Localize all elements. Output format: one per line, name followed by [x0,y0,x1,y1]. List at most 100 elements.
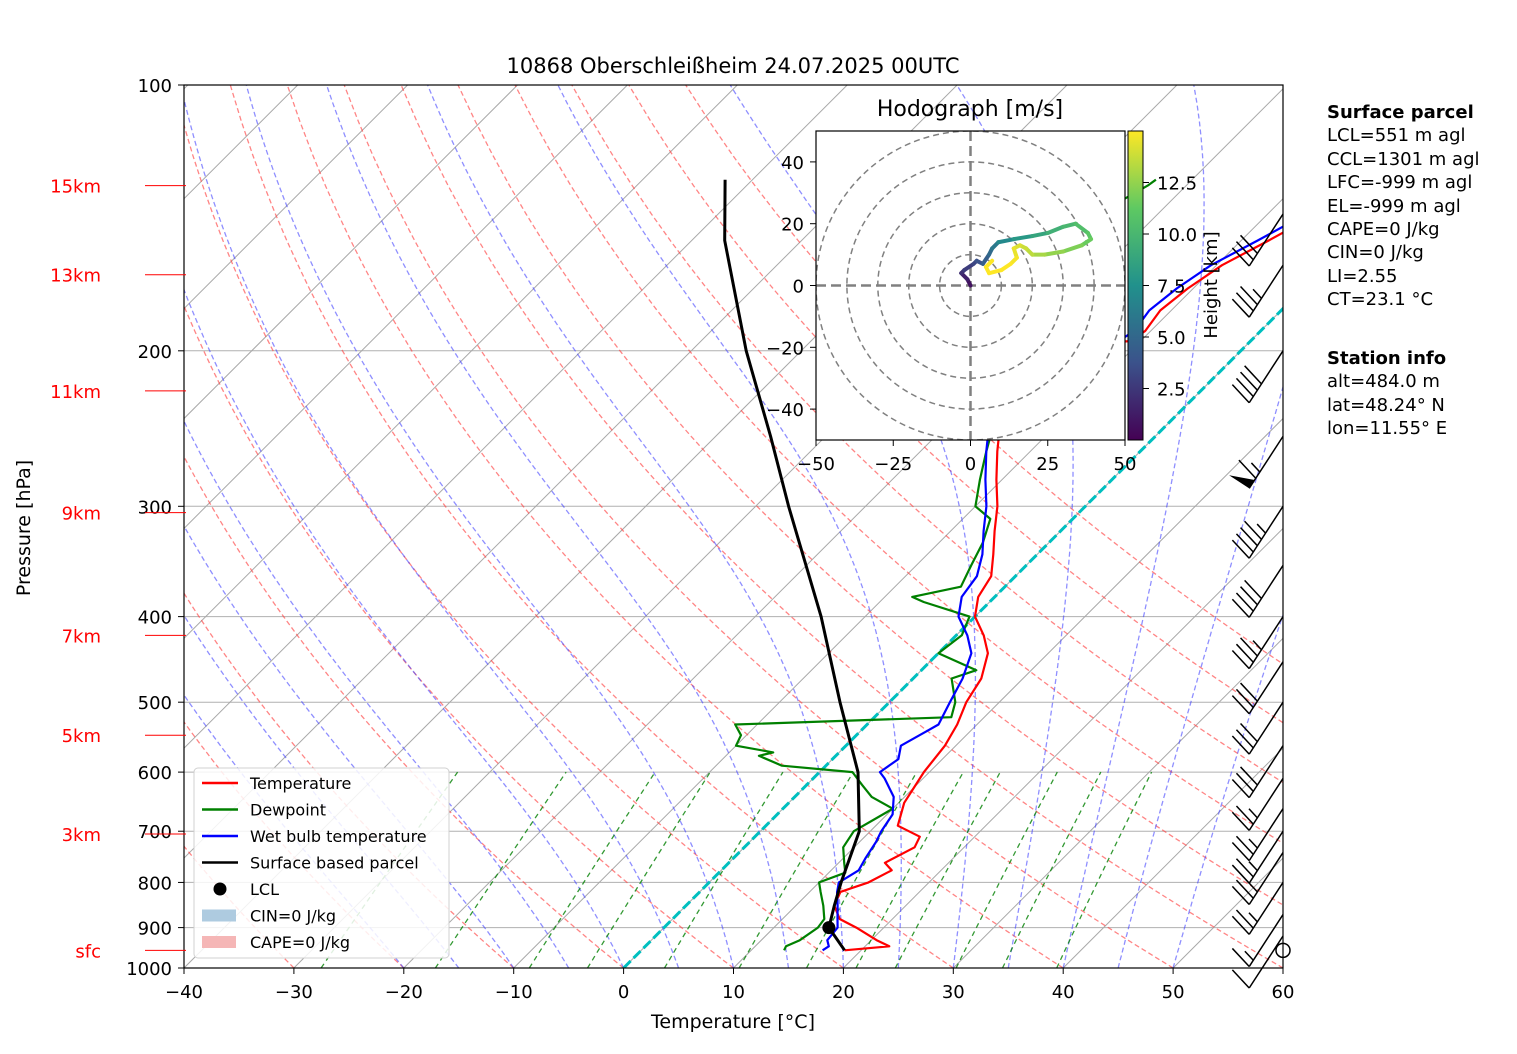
wind-barb [1231,808,1284,862]
barb-flag [1231,947,1250,968]
legend: Temperature Dewpoint Wet bulb temperature S… [193,767,450,959]
mixing-ratio-line [894,771,1001,968]
barb-flag [1235,835,1254,855]
hodograph-segment [1061,221,1078,229]
wet-bulb-temperature-line [822,225,1283,952]
barb-flag [1239,722,1258,743]
x-axis-label: Temperature [°C] [650,1011,815,1033]
chart-title: 10868 Oberschleißheim 24.07.2025 00UTC [507,54,960,78]
colorbar-label: Height [km] [1201,231,1222,338]
wind-barbs [1229,213,1291,989]
x-tick-label: −20 [385,982,423,1003]
height-label: 11km [50,382,101,403]
barb-shaft [1248,565,1284,618]
barb-half-flag [1248,882,1258,893]
moist-adiabat [1117,384,1283,968]
isotherm-line [184,85,848,749]
barb-flag [1235,292,1254,312]
y-axis-label: Pressure [hPa] [13,460,35,596]
wind-barb [1231,914,1284,968]
el-info: EL=-999 m agl [1327,195,1461,217]
moist-adiabat [325,85,790,968]
hodograph-segment [1061,243,1084,254]
wind-barb [1231,745,1284,799]
data-series [723,178,1283,952]
y-tick-label: 500 [138,693,172,714]
x-tick-label: 0 [618,982,629,1003]
barb-flag [1231,841,1250,862]
legend-label: Temperature [249,774,351,793]
colorbar-tick-label: 7.5 [1157,277,1186,298]
hodograph-segment [987,268,1004,276]
barb-flag [1239,766,1258,786]
wind-barb [1231,661,1284,715]
hodograph-segment [1011,234,1035,242]
cin-info: CIN=0 J/kg [1327,242,1424,264]
barb-shaft [1248,882,1284,935]
barb-half-flag [1248,838,1258,849]
barb-flag [1235,377,1254,397]
barb-flag [1239,371,1258,391]
hodograph-segment [996,237,1016,245]
temperature-line [833,231,1283,952]
barb-flag [1244,579,1263,600]
barb-flag [1231,864,1250,884]
barb-half-flag [1256,523,1267,534]
mixing-ratio-line [855,771,964,968]
ccl-info: CCL=1301 m agl [1327,148,1480,170]
barb-flag [1231,247,1250,267]
hodograph-segment [983,258,995,269]
barb-flag [1231,885,1250,905]
hodo-y-tick-label: −20 [766,338,804,359]
barb-flag [1235,643,1254,663]
y-tick-label: 600 [138,763,172,784]
moist-adiabat [1172,613,1283,968]
wind-barb [1229,435,1284,489]
barb-shaft [1248,935,1284,989]
dry-adiabat [229,85,954,968]
hodo-y-tick-label: 20 [781,215,804,236]
wind-barb [1231,565,1284,618]
longitude-info: lon=11.55° E [1327,418,1448,440]
barb-flag [1231,915,1250,935]
barb-shaft [1248,914,1284,967]
barb-flag [1239,527,1258,547]
hodo-y-tick-label: −40 [766,400,804,421]
x-tick-label: 30 [942,982,965,1003]
height-label: 7km [62,626,101,647]
wind-barb [1231,264,1284,318]
height-label: 15km [50,177,101,198]
barb-flag [1244,365,1263,385]
mixing-ratio-line [586,771,711,968]
barb-half-flag [1252,288,1263,299]
hodo-y-tick-label: 0 [793,277,804,298]
barb-shaft [1248,830,1284,884]
moist-adiabat [184,614,460,968]
barb-flag [1231,735,1250,755]
barb-flag [1235,772,1254,792]
barb-shaft [1248,745,1284,799]
colorbar-tick-label: 5.0 [1157,328,1186,349]
hodo-y-tick-label: 40 [781,153,804,174]
hodograph-segment [1042,249,1066,257]
dry-adiabat [184,122,844,968]
hodo-x-tick-label: 25 [1036,454,1059,475]
x-tick-label: 10 [722,982,745,1003]
y-tick-label: 200 [138,342,172,363]
zero-isotherm [622,306,1283,968]
height-label: 3km [62,825,101,846]
hodo-x-tick-label: 50 [1114,454,1137,475]
barb-flag [1231,811,1250,831]
barb-shaft [1248,213,1284,267]
wind-barb [1231,505,1284,559]
x-tick-label: 40 [1052,982,1075,1003]
barb-flag [1235,858,1254,878]
surface-parcel-header: Surface parcel [1327,102,1474,123]
mixing-ratio-line [663,771,784,968]
mixing-ratio-line [738,771,854,968]
height-label: 13km [50,266,101,287]
ct-info: CT=23.1 °C [1327,289,1434,311]
moist-adiabat [427,85,845,968]
y-tick-label: 800 [138,873,172,894]
